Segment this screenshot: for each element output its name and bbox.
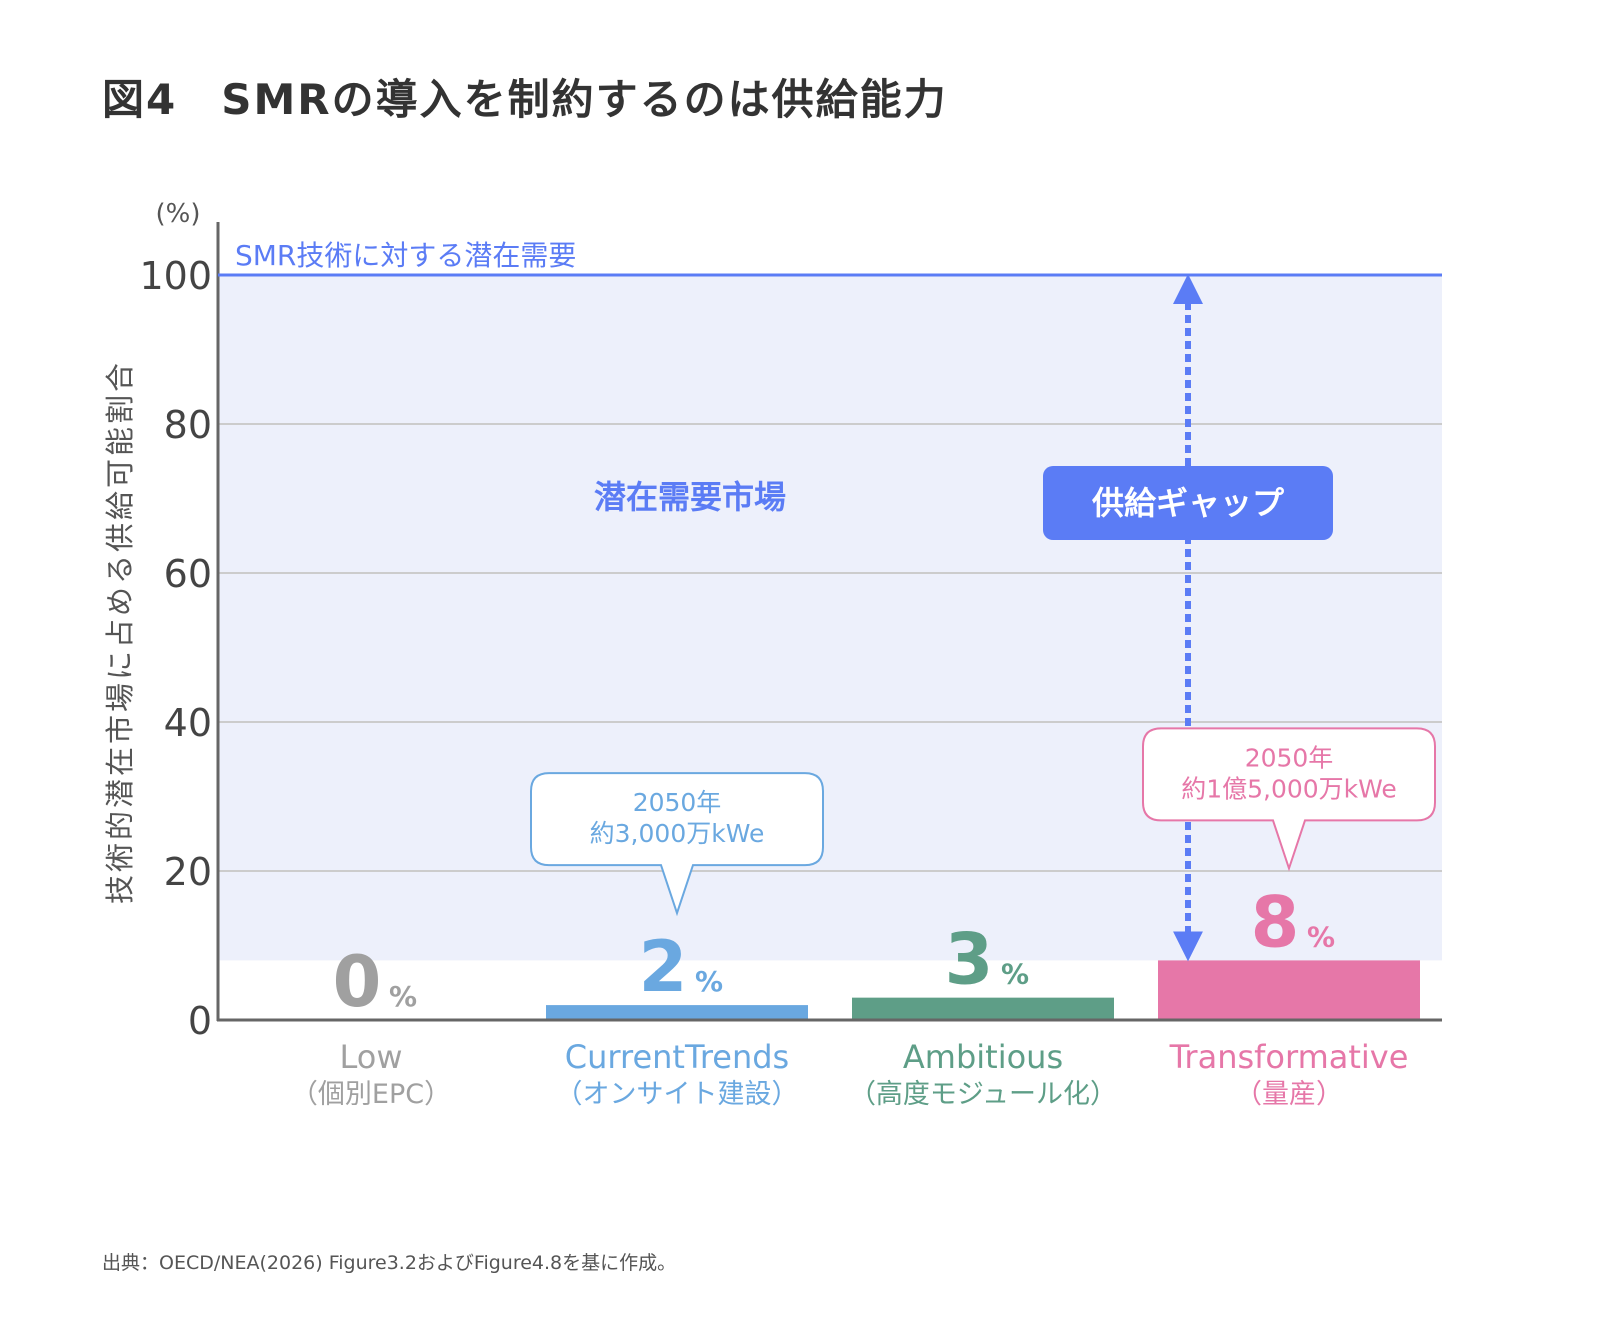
bar: [1158, 960, 1420, 1020]
y-axis-label: 技術的潜在市場に占める供給可能割合: [103, 360, 137, 904]
demand-region-fill: [218, 275, 1442, 961]
category-label: Ambitious: [903, 1038, 1063, 1076]
callout-bubble: [530, 772, 824, 917]
demand-line-label: SMR技術に対する潜在需要: [235, 239, 576, 272]
category-label: CurrentTrends: [565, 1038, 789, 1076]
value-label: 0: [333, 941, 382, 1023]
y-tick-label: 40: [164, 701, 212, 745]
callout-text: 約1億5,000万kWe: [1181, 774, 1397, 803]
y-tick-label: 80: [164, 403, 212, 447]
region-label: 潜在需要市場: [594, 478, 786, 516]
y-tick-label: 100: [139, 254, 212, 298]
value-unit: %: [695, 965, 723, 998]
category-sublabel: （量産）: [1235, 1079, 1343, 1110]
callout-text: 2050年: [1245, 743, 1334, 772]
category-sublabel: （高度モジュール化）: [849, 1079, 1117, 1110]
category-sublabel: （個別EPC）: [291, 1079, 451, 1110]
value-label: 8: [1251, 881, 1300, 963]
y-tick-label: 20: [164, 850, 212, 894]
value-label: 3: [945, 919, 994, 1001]
y-tick-label: 60: [164, 552, 212, 596]
category-sublabel: （オンサイト建設）: [556, 1079, 799, 1110]
category-label: Low: [339, 1038, 402, 1076]
callout-bubble: [1142, 727, 1436, 872]
value-unit: %: [1001, 958, 1029, 991]
category-label: Transformative: [1169, 1038, 1409, 1076]
bar: [546, 1005, 808, 1020]
callout-text: 2050年: [633, 788, 722, 817]
y-tick-label: 0: [188, 999, 212, 1043]
value-label: 2: [639, 926, 688, 1008]
bar: [852, 997, 1114, 1020]
source-note: 出典：OECD/NEA(2026) Figure3.2およびFigure4.8を…: [102, 1252, 677, 1274]
supply-gap-badge: [1043, 466, 1333, 540]
figure-title: 図4 SMRの導入を制約するのは供給能力: [102, 75, 948, 124]
supply-gap-label: 供給ギャップ: [1092, 484, 1285, 522]
value-unit: %: [389, 980, 417, 1013]
y-axis-unit: (%): [156, 199, 201, 229]
callout-text: 約3,000万kWe: [590, 819, 765, 848]
value-unit: %: [1307, 920, 1335, 953]
